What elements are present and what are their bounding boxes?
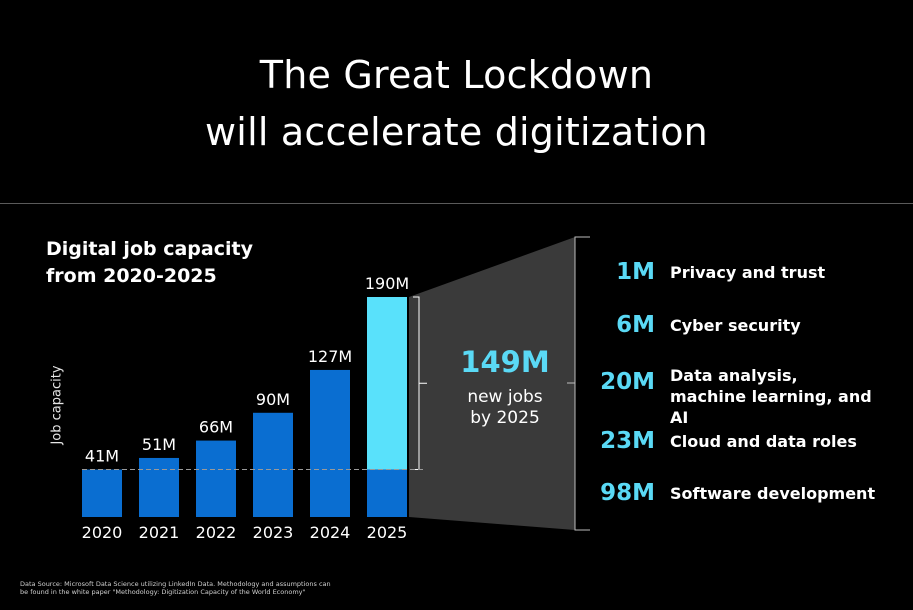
new-jobs-line-2: by 2025 — [470, 408, 540, 428]
new-jobs-total: 149M — [460, 345, 550, 379]
bar-2025 — [367, 469, 407, 517]
breakdown-label: Cyber security — [670, 316, 801, 335]
funnel-shape — [409, 237, 575, 530]
breakdown-label: Cloud and data roles — [670, 432, 857, 451]
data-label-2020: 41M — [85, 447, 119, 466]
bar-2021 — [139, 457, 179, 517]
x-tick-label-2023: 2023 — [253, 523, 294, 542]
new-jobs-caption: new jobs by 2025 — [455, 387, 555, 429]
x-tick-label-2024: 2024 — [310, 523, 351, 542]
page-title-line-1: The Great Lockdown — [259, 53, 654, 97]
chart-title-line-1: Digital job capacity — [46, 238, 253, 260]
x-tick-label-2025: 2025 — [367, 523, 408, 542]
breakdown-value: 23M — [600, 428, 655, 454]
highlight-bracket — [413, 296, 427, 471]
x-tick-label-2021: 2021 — [139, 523, 180, 542]
breakdown-value: 98M — [600, 480, 655, 506]
breakdown-value: 6M — [616, 312, 655, 338]
bar-2022 — [196, 440, 236, 517]
page-title-line-2: will accelerate digitization — [205, 110, 708, 154]
title-divider — [0, 203, 913, 204]
new-jobs-line-1: new jobs — [467, 387, 543, 407]
bar-2020 — [82, 469, 122, 517]
breakdown-label: Privacy and trust — [670, 263, 826, 282]
chart-title-line-2: from 2020-2025 — [46, 265, 217, 287]
x-tick-label-2022: 2022 — [196, 523, 237, 542]
breakdown-value: 20M — [600, 369, 655, 395]
breakdown-bracket — [567, 236, 590, 531]
breakdown-label: Software development — [670, 484, 876, 503]
data-label-2021: 51M — [142, 435, 176, 454]
bar-2024 — [310, 369, 350, 517]
source-line-2: be found in the white paper "Methodology… — [20, 588, 306, 596]
bar-2023 — [253, 412, 293, 517]
bar-new-jobs-2025 — [367, 297, 407, 470]
data-label-2024: 127M — [308, 347, 352, 366]
data-label-2022: 66M — [199, 418, 233, 437]
chart-title: Digital job capacity from 2020-2025 — [46, 236, 253, 290]
breakdown-value: 1M — [616, 259, 655, 285]
x-tick-label-2020: 2020 — [82, 523, 123, 542]
source-line-1: Data Source: Microsoft Data Science util… — [20, 580, 331, 588]
data-label-2025: 190M — [365, 274, 409, 293]
data-label-2023: 90M — [256, 390, 290, 409]
data-source-note: Data Source: Microsoft Data Science util… — [20, 580, 440, 596]
breakdown-label: Data analysis, machine learning, and AI — [670, 366, 872, 427]
